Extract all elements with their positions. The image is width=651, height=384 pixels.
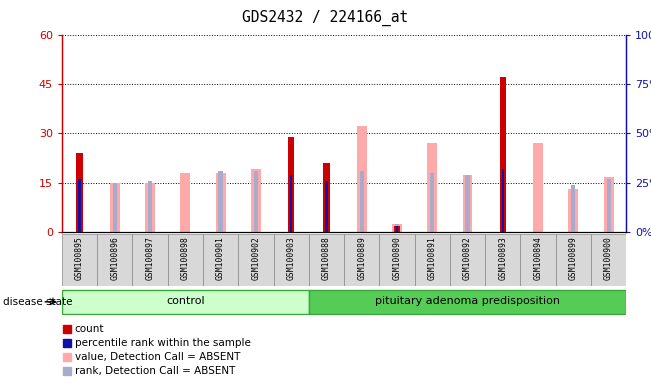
Text: GSM100890: GSM100890 — [393, 236, 402, 280]
Bar — [450, 234, 485, 286]
Bar — [251, 169, 261, 232]
Text: control: control — [166, 296, 204, 306]
Bar — [556, 234, 591, 286]
Text: GSM100899: GSM100899 — [569, 236, 578, 280]
Bar — [288, 137, 294, 232]
Bar — [238, 234, 273, 286]
Bar — [290, 175, 292, 232]
Bar — [499, 78, 506, 232]
Bar — [396, 227, 398, 232]
Bar — [463, 175, 473, 232]
Bar — [533, 143, 543, 232]
Text: GSM100901: GSM100901 — [216, 236, 225, 280]
Text: GSM100892: GSM100892 — [463, 236, 472, 280]
Bar — [273, 234, 309, 286]
Bar — [485, 234, 520, 286]
Bar — [148, 181, 152, 232]
Bar — [219, 171, 223, 232]
Text: GSM100888: GSM100888 — [322, 236, 331, 280]
Bar — [603, 177, 613, 232]
Text: GSM100891: GSM100891 — [428, 236, 437, 280]
Bar — [568, 189, 578, 232]
Text: GSM100897: GSM100897 — [146, 236, 154, 280]
Bar — [465, 175, 469, 232]
Text: GSM100900: GSM100900 — [604, 236, 613, 280]
Bar — [215, 173, 225, 232]
Bar — [324, 163, 329, 232]
Bar — [110, 183, 120, 232]
Bar — [501, 169, 504, 232]
Text: GSM100893: GSM100893 — [498, 236, 507, 280]
Text: GSM100896: GSM100896 — [110, 236, 119, 280]
Bar — [113, 183, 117, 232]
Bar — [415, 234, 450, 286]
Text: pituitary adenoma predisposition: pituitary adenoma predisposition — [375, 296, 560, 306]
Bar — [395, 224, 399, 232]
Bar — [203, 234, 238, 286]
Bar — [357, 126, 367, 232]
Bar — [520, 234, 556, 286]
Bar — [607, 179, 611, 232]
Bar — [359, 171, 364, 232]
Bar — [326, 181, 327, 232]
Bar — [97, 234, 132, 286]
Text: GSM100895: GSM100895 — [75, 236, 84, 280]
Bar — [571, 185, 575, 232]
Bar — [344, 234, 380, 286]
Bar — [62, 290, 309, 314]
Text: GSM100894: GSM100894 — [534, 236, 542, 280]
Bar — [309, 290, 626, 314]
Text: GSM100889: GSM100889 — [357, 236, 367, 280]
Bar — [430, 173, 434, 232]
Text: GSM100903: GSM100903 — [286, 236, 296, 280]
Bar — [76, 153, 83, 232]
Bar — [132, 234, 168, 286]
Bar — [254, 171, 258, 232]
Bar — [392, 224, 402, 232]
Bar — [591, 234, 626, 286]
Text: percentile rank within the sample: percentile rank within the sample — [75, 338, 251, 348]
Bar — [427, 143, 437, 232]
Text: GSM100898: GSM100898 — [181, 236, 190, 280]
Bar — [180, 173, 190, 232]
Bar — [168, 234, 203, 286]
Text: GSM100902: GSM100902 — [251, 236, 260, 280]
Bar — [145, 183, 155, 232]
Bar — [62, 234, 97, 286]
Text: rank, Detection Call = ABSENT: rank, Detection Call = ABSENT — [75, 366, 235, 376]
Text: count: count — [75, 324, 104, 334]
Text: disease state: disease state — [3, 297, 73, 307]
Bar — [380, 234, 415, 286]
Bar — [394, 226, 400, 232]
Bar — [309, 234, 344, 286]
Bar — [78, 179, 81, 232]
Text: value, Detection Call = ABSENT: value, Detection Call = ABSENT — [75, 352, 240, 362]
Text: GDS2432 / 224166_at: GDS2432 / 224166_at — [242, 10, 409, 26]
